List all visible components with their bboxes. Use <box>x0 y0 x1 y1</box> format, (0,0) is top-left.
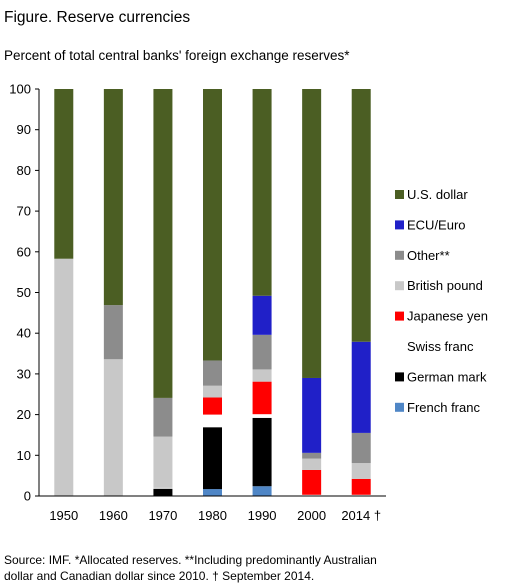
bar-segment-other <box>153 397 173 437</box>
x-tick-label: 1950 <box>49 508 78 523</box>
bar-segment-other <box>302 452 322 459</box>
bar-segment-french-franc <box>203 489 222 496</box>
bar-segment-japanese-yen <box>252 381 272 415</box>
bar-segment-u-s-dollar <box>302 89 322 378</box>
bar-segment-british-pound <box>252 369 272 382</box>
bar-segment-german-mark <box>203 427 222 490</box>
bar-stack-1950 <box>54 89 74 496</box>
bar-segment-swiss-franc <box>252 414 272 418</box>
bar-segment-japanese-yen <box>351 478 371 495</box>
legend-swatch <box>395 311 404 321</box>
bar-segment-swiss-franc <box>351 494 371 496</box>
legend-swatch <box>395 281 404 291</box>
legend-label: Swiss franc <box>407 339 474 354</box>
legend-label: U.S. dollar <box>407 187 468 202</box>
y-tick-label: 50 <box>17 285 31 300</box>
bar-segment-japanese-yen <box>302 469 322 495</box>
chart-legend: U.S. dollar ECU/Euro Other** British pound J… <box>395 187 488 415</box>
y-tick-label: 0 <box>24 489 31 504</box>
bar-segment-swiss-franc <box>203 414 222 428</box>
y-tick-label: 40 <box>17 326 31 341</box>
legend-label: Other** <box>407 248 450 263</box>
x-tick-label: 2000 <box>297 508 326 523</box>
legend-label: French franc <box>407 400 480 415</box>
legend-item-british-pound: British pound <box>395 278 483 293</box>
bar-stack-2014 <box>351 89 371 496</box>
bar-segment-ecu-euro <box>302 377 322 453</box>
y-tick-label: 10 <box>17 448 31 463</box>
x-axis: 1950 1960 1970 1980 1990 2000 2014 † <box>39 495 386 523</box>
source-note-line1: Source: IMF. *Allocated reserves. **Incl… <box>4 553 377 567</box>
legend-item-french-franc: French franc <box>395 400 480 415</box>
bar-segment-other <box>203 360 222 386</box>
bar-stack-1980 <box>203 89 222 496</box>
legend-swatch <box>395 402 404 412</box>
x-tick-label: 1960 <box>99 508 128 523</box>
bar-segment-german-mark <box>252 417 272 487</box>
bar-segment-u-s-dollar <box>252 89 272 296</box>
bar-segment-u-s-dollar <box>351 89 371 342</box>
legend-item-ecu-euro: ECU/Euro <box>395 217 466 232</box>
legend-item-german-mark: German mark <box>395 369 487 384</box>
bar-stack-1990 <box>252 89 272 496</box>
legend-label: Japanese yen <box>407 309 488 324</box>
bar-segment-u-s-dollar <box>103 89 123 306</box>
x-tick-label: 1990 <box>248 508 277 523</box>
bar-segment-ecu-euro <box>252 295 272 335</box>
bar-segment-french-franc <box>252 486 272 496</box>
source-note-line2: dollar and Canadian dollar since 2010. †… <box>4 569 314 583</box>
bar-segment-swiss-franc <box>153 487 173 489</box>
bar-segment-u-s-dollar <box>203 89 222 361</box>
legend-swatch <box>395 220 404 230</box>
x-tick-label: 2014 † <box>341 508 381 523</box>
bar-segment-u-s-dollar <box>153 89 173 398</box>
legend-swatch <box>395 190 404 199</box>
legend-item-u-s-dollar: U.S. dollar <box>395 187 468 202</box>
bar-stack-1970 <box>153 89 173 496</box>
x-tick-label: 1980 <box>198 508 227 523</box>
y-tick-label: 20 <box>17 407 31 422</box>
bar-segment-british-pound <box>302 458 322 470</box>
legend-swatch <box>395 372 404 382</box>
bar-segment-ecu-euro <box>351 341 371 433</box>
bar-stack-1960 <box>103 89 123 496</box>
bar-segment-british-pound <box>103 359 123 496</box>
bar-segment-other <box>103 305 123 360</box>
bar-segment-german-mark <box>153 488 173 496</box>
legend-item-japanese-yen: Japanese yen <box>395 309 488 324</box>
stacked-bars <box>54 89 371 496</box>
legend-label: British pound <box>407 278 483 293</box>
y-tick-label: 80 <box>17 163 31 178</box>
bar-segment-british-pound <box>54 258 74 496</box>
y-tick-label: 100 <box>9 82 31 97</box>
y-tick-label: 60 <box>17 244 31 259</box>
bar-segment-other <box>351 432 371 464</box>
bar-segment-british-pound <box>153 436 173 488</box>
legend-item-swiss-franc: Swiss franc <box>395 339 474 354</box>
legend-item-other: Other** <box>395 248 450 263</box>
legend-swatch <box>395 342 404 351</box>
bar-segment-british-pound <box>351 463 371 479</box>
figure-subtitle: Percent of total central banks' foreign … <box>4 48 350 63</box>
bar-segment-u-s-dollar <box>54 89 74 259</box>
bar-stack-2000 <box>302 89 322 496</box>
bar-segment-japanese-yen <box>203 397 222 415</box>
y-tick-label: 70 <box>17 204 31 219</box>
bar-segment-swiss-franc <box>302 494 322 496</box>
legend-label: German mark <box>407 369 487 384</box>
bar-segment-british-pound <box>203 385 222 398</box>
x-tick-label: 1970 <box>148 508 177 523</box>
y-tick-label: 30 <box>17 366 31 381</box>
bar-segment-other <box>252 334 272 370</box>
y-axis: 0 10 20 30 40 50 60 70 80 90 100 <box>9 82 40 504</box>
legend-label: ECU/Euro <box>407 217 466 232</box>
y-tick-label: 90 <box>17 122 31 137</box>
legend-swatch <box>395 250 404 260</box>
figure-title: Figure. Reserve currencies <box>4 9 190 26</box>
